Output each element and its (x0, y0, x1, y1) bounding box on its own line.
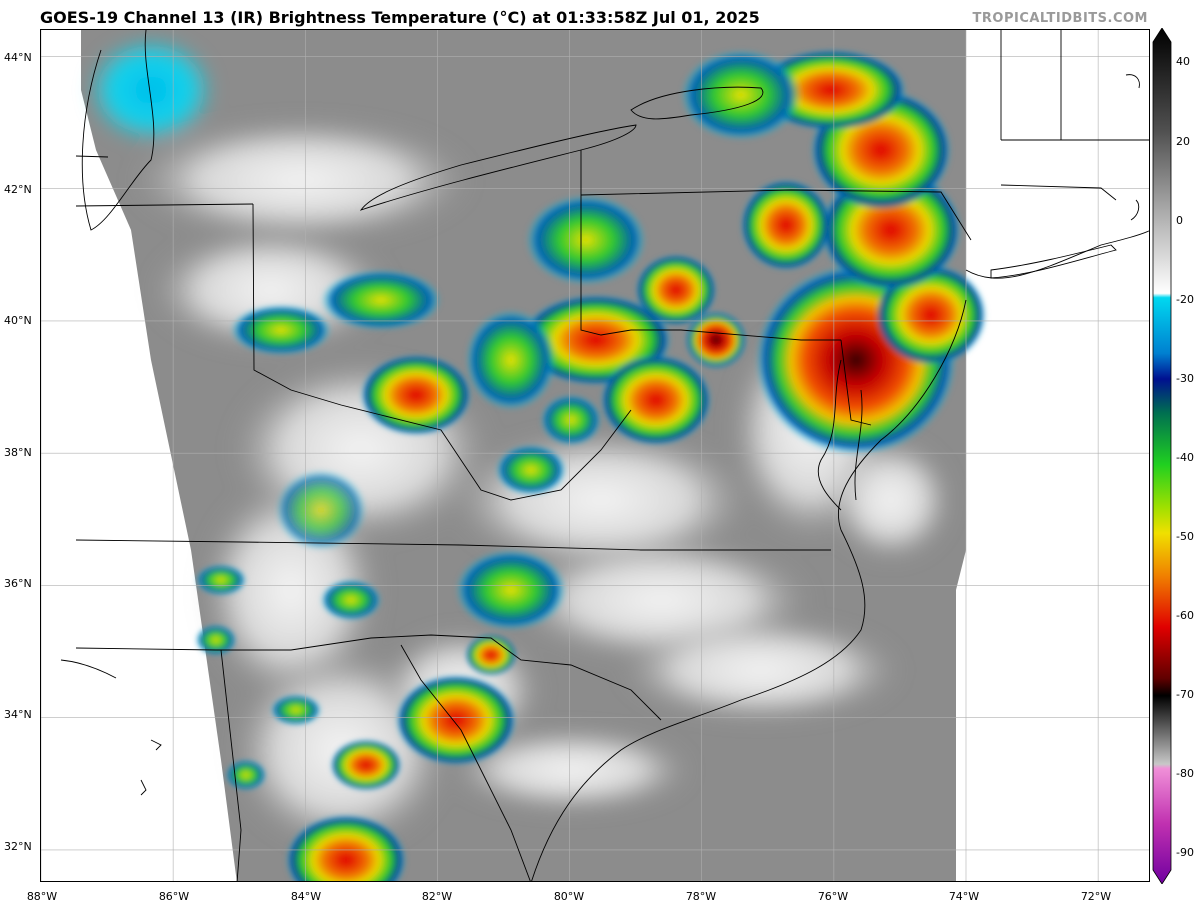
state-boundaries (60, 30, 1149, 881)
colorbar-tick-m50: -50 (1176, 530, 1194, 543)
graticule (41, 30, 1149, 881)
lat-tick-38: 38°N (4, 446, 32, 459)
colorbar-tick-m80: -80 (1176, 767, 1194, 780)
source-credit: TROPICALTIDBITS.COM (972, 11, 1148, 26)
lon-tick-74: 74°W (948, 890, 980, 903)
colorbar-tick-m60: -60 (1176, 609, 1194, 622)
lat-tick-40: 40°N (4, 314, 32, 327)
lat-tick-36: 36°N (4, 577, 32, 590)
lat-tick-42: 42°N (4, 183, 32, 196)
lon-tick-82: 82°W (421, 890, 453, 903)
colorbar-tick-40: 40 (1176, 55, 1190, 68)
lon-tick-84: 84°W (290, 890, 322, 903)
lat-tick-34: 34°N (4, 708, 32, 721)
lon-tick-78: 78°W (685, 890, 717, 903)
lat-tick-44: 44°N (4, 51, 32, 64)
cloud-texture (91, 40, 951, 850)
lon-tick-76: 76°W (817, 890, 849, 903)
lon-tick-72: 72°W (1080, 890, 1112, 903)
colorbar-tick-m90: -90 (1176, 846, 1194, 859)
map-canvas (41, 30, 1149, 881)
colorbar-tick-m70: -70 (1176, 688, 1194, 701)
map-title: GOES-19 Channel 13 (IR) Brightness Tempe… (40, 8, 760, 27)
storm-cells (196, 50, 986, 881)
colorbar-tick-m40: -40 (1176, 451, 1194, 464)
lon-tick-86: 86°W (158, 890, 190, 903)
lat-tick-32: 32°N (4, 840, 32, 853)
colorbar-tick-m20: -20 (1176, 293, 1194, 306)
lon-tick-88: 88°W (26, 890, 58, 903)
colorbar-tick-20: 20 (1176, 135, 1190, 148)
satellite-map[interactable] (40, 29, 1150, 882)
temperature-colorbar (1152, 28, 1172, 884)
lon-tick-80: 80°W (553, 890, 585, 903)
colorbar-tick-m30: -30 (1176, 372, 1194, 385)
colorbar-tick-0: 0 (1176, 214, 1183, 227)
